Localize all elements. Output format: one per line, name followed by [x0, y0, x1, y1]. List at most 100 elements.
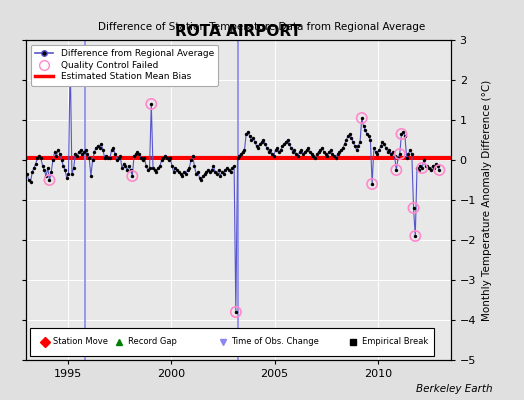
Point	[330, 153, 339, 159]
Point	[162, 155, 171, 161]
Point	[265, 149, 273, 155]
Point	[190, 163, 199, 169]
Point	[244, 129, 252, 135]
Point	[66, 57, 74, 63]
Point	[95, 145, 104, 151]
Point	[57, 157, 66, 163]
Point	[402, 155, 411, 161]
Point	[147, 101, 156, 107]
Point	[257, 139, 266, 145]
Point	[85, 155, 93, 161]
Text: Berkeley Earth: Berkeley Earth	[416, 384, 493, 394]
Point	[218, 169, 226, 175]
Point	[142, 163, 150, 169]
Point	[294, 153, 302, 159]
Point	[285, 141, 293, 147]
Point	[309, 153, 318, 159]
Point	[354, 143, 363, 149]
Point	[26, 179, 35, 185]
Point	[411, 233, 420, 239]
Point	[389, 149, 397, 155]
Point	[230, 163, 238, 169]
Point	[368, 181, 376, 187]
Point	[320, 149, 328, 155]
Point	[308, 151, 316, 157]
Point	[339, 145, 347, 151]
Point	[397, 131, 406, 137]
Text: Record Gap: Record Gap	[128, 338, 177, 346]
Point	[321, 151, 330, 157]
Point	[145, 165, 154, 171]
Point	[133, 149, 141, 155]
Point	[45, 177, 53, 183]
Point	[70, 165, 78, 171]
Point	[106, 155, 114, 161]
Point	[328, 151, 336, 157]
Point	[194, 169, 202, 175]
Point	[90, 149, 99, 155]
Point	[366, 137, 375, 143]
Point	[109, 145, 117, 151]
Point	[50, 149, 59, 155]
Point	[409, 205, 418, 211]
Point	[187, 157, 195, 163]
Point	[66, 57, 74, 63]
Point	[382, 145, 390, 151]
Point	[435, 167, 444, 173]
Point	[380, 141, 388, 147]
Point	[340, 141, 348, 147]
Point	[201, 171, 209, 177]
Point	[357, 115, 366, 121]
Point	[166, 155, 174, 161]
Point	[97, 141, 105, 147]
Point	[414, 167, 423, 173]
Point	[349, 139, 357, 145]
Point	[104, 155, 112, 161]
Point	[154, 165, 162, 171]
Point	[71, 151, 80, 157]
Point	[250, 139, 259, 145]
Point	[49, 157, 57, 163]
Point	[138, 157, 147, 163]
Point	[253, 143, 261, 149]
Point	[368, 181, 376, 187]
Point	[165, 157, 173, 163]
Point	[357, 115, 366, 121]
Text: Empirical Break: Empirical Break	[362, 338, 428, 346]
Point	[335, 149, 344, 155]
Point	[423, 163, 432, 169]
Point	[47, 169, 56, 175]
Point	[74, 149, 83, 155]
Point	[289, 149, 297, 155]
Point	[413, 165, 421, 171]
Point	[23, 171, 31, 177]
Point	[435, 167, 444, 173]
Point	[128, 173, 136, 179]
Point	[256, 141, 264, 147]
Point	[114, 155, 123, 161]
Point	[174, 169, 183, 175]
Point	[214, 167, 223, 173]
Point	[171, 165, 180, 171]
Point	[232, 309, 240, 315]
Point	[271, 147, 280, 153]
Point	[425, 165, 433, 171]
Point	[406, 147, 414, 153]
Point	[337, 147, 345, 153]
Point	[313, 151, 321, 157]
Point	[261, 141, 269, 147]
Point	[157, 157, 166, 163]
Point	[363, 131, 371, 137]
Point	[68, 171, 76, 177]
Point	[82, 147, 90, 153]
Text: Station Move: Station Move	[53, 338, 108, 346]
Point	[430, 165, 439, 171]
Point	[43, 165, 52, 171]
Point	[25, 177, 33, 183]
Point	[287, 145, 295, 151]
Point	[278, 143, 287, 149]
Point	[314, 149, 323, 155]
Point	[113, 157, 121, 163]
Point	[344, 133, 352, 139]
Point	[280, 141, 288, 147]
